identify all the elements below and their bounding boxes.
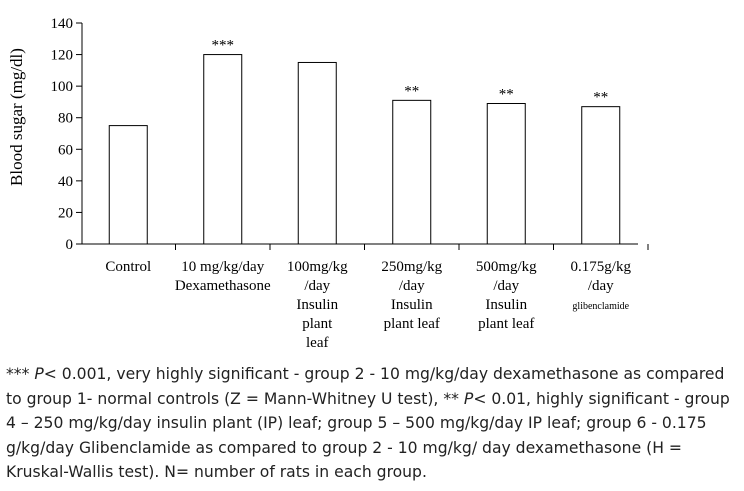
x-category-label: Dexamethasone (175, 278, 271, 294)
x-category-label: 10 mg/kg/day (181, 259, 264, 275)
x-category-label: Insulin (391, 297, 433, 313)
y-tick-label: 100 (51, 79, 74, 95)
bar (108, 125, 148, 245)
x-category-label: 0.175g/kg (571, 259, 632, 275)
significance-marker: ** (404, 83, 419, 99)
y-tick-label: 60 (58, 142, 73, 158)
bar (392, 99, 432, 245)
significance-marker: ** (499, 87, 514, 103)
y-tick-label: 0 (66, 237, 74, 253)
caption-p2-text: < 0.01, highly significant - group 4 – 2… (6, 389, 730, 482)
x-category-label: 500mg/kg (476, 259, 537, 275)
figure-caption: *** P< 0.001, very highly significant - … (6, 362, 740, 485)
y-tick-label: 80 (58, 111, 73, 127)
y-tick-label: 120 (51, 48, 74, 64)
x-category-label: /day (493, 278, 519, 294)
x-category-label: Insulin (485, 297, 527, 313)
x-category-label: leaf (306, 335, 328, 351)
x-axis (82, 243, 649, 250)
y-axis: 0 20 40 60 80 100 120 140 (51, 16, 83, 253)
x-category-label: plant leaf (384, 316, 440, 332)
significance-marker: *** (212, 38, 235, 54)
y-tick-label: 40 (58, 174, 73, 190)
x-category-label: plant leaf (478, 316, 534, 332)
x-category-label: Insulin (296, 297, 338, 313)
bar (486, 103, 526, 245)
x-category-label: /day (304, 278, 330, 294)
caption-p2-symbol: P (463, 389, 474, 408)
caption-p1-symbol: P (34, 365, 44, 383)
y-axis-title: Blood sugar (mg/dl) (7, 48, 26, 186)
category-labels: Control 10 mg/kg/day Dexamethasone 100mg/kg… (105, 259, 631, 351)
significance-marker: ** (593, 90, 608, 106)
caption-p1-stars: *** (6, 365, 35, 383)
bars (108, 54, 621, 245)
x-category-label: Control (105, 259, 151, 275)
significance-markers: ***** ** ** (212, 38, 609, 106)
y-tick-label: 20 (58, 205, 73, 221)
x-category-label: /day (399, 278, 425, 294)
y-tick-label: 140 (51, 16, 74, 32)
x-category-label: /day (588, 278, 614, 294)
caption-p2-stars: ** (443, 389, 464, 408)
bar (581, 106, 621, 245)
x-category-label: glibenclamide (572, 301, 629, 312)
bar (297, 61, 337, 245)
bar (203, 54, 243, 245)
x-category-label: plant (302, 316, 333, 332)
x-category-label: 250mg/kg (381, 259, 442, 275)
caption-p1-text: < 0.001, very highly significant - group… (6, 365, 725, 408)
x-category-label: 100mg/kg (287, 259, 348, 275)
